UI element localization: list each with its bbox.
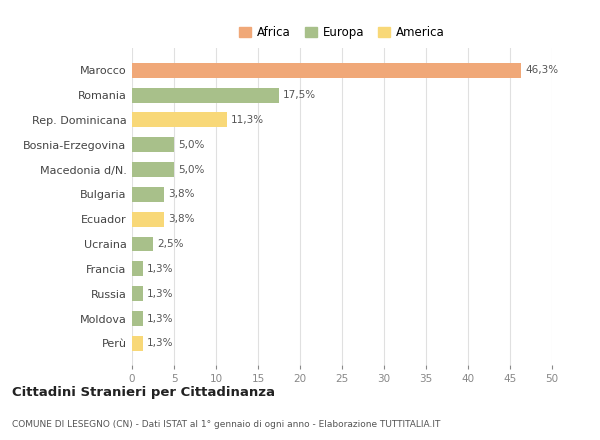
Text: 5,0%: 5,0% [178, 140, 205, 150]
Bar [132, 137, 174, 152]
Legend: Africa, Europa, America: Africa, Europa, America [236, 22, 448, 43]
Bar [132, 311, 143, 326]
Bar [132, 286, 143, 301]
Bar [132, 261, 143, 276]
Text: 46,3%: 46,3% [525, 65, 558, 75]
Bar [132, 63, 521, 78]
Text: 1,3%: 1,3% [147, 289, 173, 299]
Text: 1,3%: 1,3% [147, 264, 173, 274]
Text: 11,3%: 11,3% [231, 115, 264, 125]
Text: Cittadini Stranieri per Cittadinanza: Cittadini Stranieri per Cittadinanza [12, 386, 275, 399]
Bar [132, 187, 164, 202]
Text: 17,5%: 17,5% [283, 90, 316, 100]
Text: 3,8%: 3,8% [168, 214, 194, 224]
Text: 3,8%: 3,8% [168, 189, 194, 199]
Bar [132, 336, 143, 351]
Bar [132, 113, 227, 127]
Bar [132, 88, 279, 103]
Text: 5,0%: 5,0% [178, 165, 205, 175]
Text: 1,3%: 1,3% [147, 314, 173, 323]
Text: COMUNE DI LESEGNO (CN) - Dati ISTAT al 1° gennaio di ogni anno - Elaborazione TU: COMUNE DI LESEGNO (CN) - Dati ISTAT al 1… [12, 420, 440, 429]
Bar [132, 237, 153, 252]
Text: 1,3%: 1,3% [147, 338, 173, 348]
Bar [132, 162, 174, 177]
Bar [132, 212, 164, 227]
Text: 2,5%: 2,5% [157, 239, 184, 249]
